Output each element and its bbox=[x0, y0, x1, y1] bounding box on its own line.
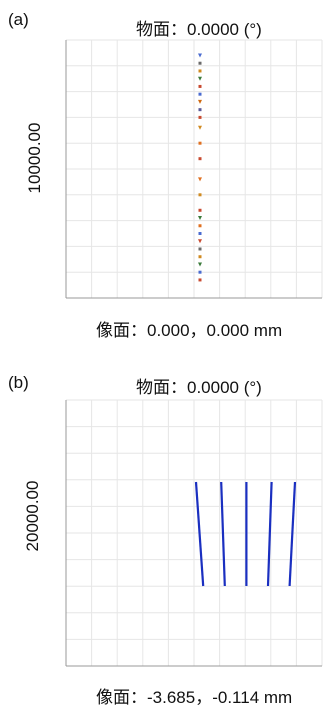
panel-label-b: (b) bbox=[8, 373, 29, 392]
ray-line-2 bbox=[220, 481, 226, 587]
spot-point bbox=[198, 141, 202, 145]
spot-point bbox=[198, 247, 202, 251]
y-axis-label-a: 10000.00 bbox=[25, 122, 44, 194]
spot-point bbox=[198, 115, 202, 119]
spot-point bbox=[198, 53, 202, 58]
chart-footer-a: 像面：0.000，0.000 mm bbox=[96, 321, 283, 340]
spot-point bbox=[198, 270, 202, 274]
plot-area-a bbox=[65, 39, 323, 299]
spot-point bbox=[198, 224, 202, 228]
spot-point bbox=[198, 76, 202, 81]
y-axis-label-b: 20000.00 bbox=[23, 480, 42, 552]
spot-point bbox=[198, 125, 202, 130]
spot-point bbox=[198, 239, 202, 244]
chart-title-b: 物面：0.0000 (°) bbox=[136, 378, 262, 397]
spot-point bbox=[198, 108, 202, 112]
spot-point bbox=[198, 216, 202, 221]
spot-point bbox=[198, 262, 202, 267]
spot-point bbox=[198, 208, 202, 212]
chart-title-a: 物面：0.0000 (°) bbox=[136, 20, 262, 39]
ray-line-5 bbox=[288, 481, 297, 587]
plot-area-b bbox=[65, 399, 323, 667]
spot-point bbox=[198, 193, 202, 197]
spot-point bbox=[198, 84, 202, 88]
spot-point bbox=[198, 157, 202, 161]
spot-point bbox=[198, 278, 202, 282]
spot-point bbox=[198, 69, 202, 73]
panel-label-a: (a) bbox=[8, 10, 29, 29]
spot-point bbox=[198, 232, 202, 235]
ray-line-4 bbox=[266, 481, 273, 587]
spot-point bbox=[198, 255, 202, 259]
spot-point bbox=[198, 61, 202, 65]
ray-line-1 bbox=[194, 481, 205, 587]
spot-point bbox=[198, 177, 202, 182]
spot-point bbox=[198, 92, 202, 96]
chart-footer-b: 像面：-3.685，-0.114 mm bbox=[96, 688, 293, 707]
spot-point bbox=[198, 99, 202, 104]
